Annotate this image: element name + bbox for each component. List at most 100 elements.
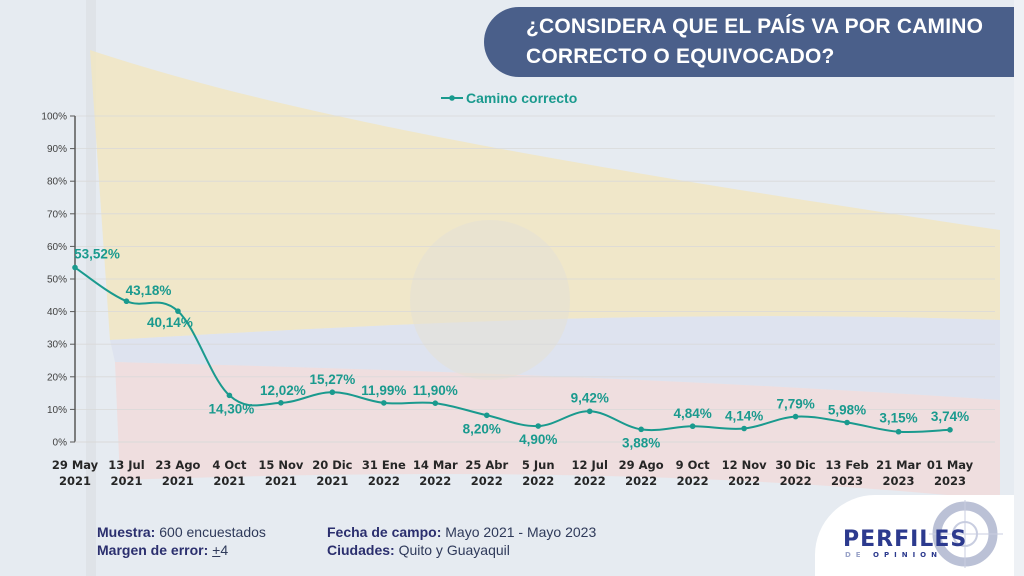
x-tick-label: 13 Feb <box>825 458 868 472</box>
data-label: 3,88% <box>622 435 660 450</box>
margen-sign: + <box>212 542 221 558</box>
x-tick-label: 25 Abr <box>465 458 508 472</box>
x-tick-label-year: 2023 <box>934 474 966 488</box>
data-label: 14,30% <box>209 401 255 416</box>
x-tick-label: 29 Ago <box>619 458 664 472</box>
muestra-label: Muestra: <box>97 524 156 540</box>
fecha-value: Mayo 2021 - Mayo 2023 <box>441 524 597 540</box>
data-point <box>123 298 130 305</box>
data-point <box>535 423 542 429</box>
x-tick-label: 4 Oct <box>212 458 247 472</box>
data-label: 3,15% <box>879 411 917 426</box>
data-point <box>329 389 336 396</box>
x-tick-label: 12 Jul <box>571 458 607 472</box>
x-tick-label: 15 Nov <box>258 458 304 472</box>
x-tick-label: 20 Dic <box>312 458 352 472</box>
chart-legend: Camino correcto <box>440 90 577 106</box>
data-point <box>278 400 284 406</box>
flag-red-stripe <box>115 362 1000 500</box>
x-tick-label-year: 2022 <box>471 474 503 488</box>
series-line-camino-correcto <box>74 266 951 434</box>
data-label: 40,14% <box>147 315 193 330</box>
y-tick-label: 0% <box>53 438 68 449</box>
y-tick-label: 50% <box>47 275 67 286</box>
x-tick-label-year: 2022 <box>574 474 606 488</box>
data-label: 53,52% <box>74 247 120 262</box>
data-point <box>72 264 78 271</box>
y-tick-label: 20% <box>47 372 67 383</box>
flag-yellow-stripe <box>90 50 1000 340</box>
data-label: 4,84% <box>674 406 712 421</box>
right-edge <box>1014 0 1024 576</box>
data-label: 11,90% <box>413 383 458 398</box>
data-point <box>586 408 593 415</box>
data-label: 11,99% <box>361 383 406 398</box>
data-label: 4,14% <box>725 409 763 424</box>
legend-label: Camino correcto <box>466 90 578 106</box>
x-tick-label: 31 Ene <box>362 458 406 472</box>
data-point <box>689 423 696 430</box>
ciudades-value: Quito y Guayaquil <box>394 542 510 558</box>
logo-subtitle: DE OPINION <box>845 551 942 559</box>
logo-sub-opinion: OPINION <box>873 551 942 559</box>
legend-line-marker-icon <box>441 95 463 101</box>
x-tick-label-year: 2023 <box>883 474 915 488</box>
data-point <box>844 419 850 426</box>
x-tick-label: 14 Mar <box>413 458 458 472</box>
flag-coat-of-arms <box>410 220 570 380</box>
x-tick-label: 29 May <box>52 458 99 472</box>
x-tick-label-year: 2022 <box>780 474 812 488</box>
x-tick-label: 23 Ago <box>155 458 200 472</box>
data-label: 4,90% <box>519 432 557 447</box>
x-tick-label-year: 2022 <box>419 474 451 488</box>
data-point <box>175 308 181 314</box>
margen-label: Margen de error: <box>97 542 209 558</box>
x-tick-label: 5 Jun <box>522 458 555 472</box>
x-tick-label-year: 2021 <box>316 474 348 488</box>
x-tick-label: 13 Jul <box>108 458 144 472</box>
footer-right: Fecha de campo: Mayo 2021 - Mayo 2023 Ci… <box>327 523 596 559</box>
logo-target-icon <box>929 500 1003 568</box>
ciudades-label: Ciudades: <box>327 542 395 558</box>
data-point <box>638 426 644 433</box>
footer-left: Muestra: 600 encuestados Margen de error… <box>97 523 266 559</box>
y-tick-label: 100% <box>41 112 67 123</box>
x-tick-label-year: 2022 <box>677 474 709 488</box>
data-point <box>226 392 233 399</box>
x-tick-label: 21 Mar <box>876 458 921 472</box>
data-label: 9,42% <box>571 390 609 405</box>
flagpole <box>86 0 96 576</box>
title-banner <box>484 7 1024 77</box>
flag-blue-stripe <box>110 316 1000 400</box>
logo-wordmark: PERFILES <box>843 527 968 552</box>
x-tick-label-year: 2021 <box>110 474 142 488</box>
data-label: 12,02% <box>260 383 306 398</box>
data-point <box>792 413 799 420</box>
data-label: 15,27% <box>309 372 355 387</box>
data-point <box>381 400 387 406</box>
muestra-value: 600 encuestados <box>155 524 266 540</box>
x-tick-label: 12 Nov <box>722 458 768 472</box>
y-tick-label: 40% <box>47 307 67 318</box>
x-tick-label: 9 Oct <box>676 458 711 472</box>
data-point <box>483 412 490 419</box>
data-label: 43,18% <box>126 283 172 298</box>
data-label: 8,20% <box>463 421 501 436</box>
margen-value: 4 <box>220 542 229 558</box>
x-tick-label-year: 2022 <box>368 474 400 488</box>
x-tick-label-year: 2022 <box>522 474 554 488</box>
page-title: ¿CONSIDERA QUE EL PAÍS VA POR CAMINO COR… <box>526 15 984 68</box>
data-point <box>432 400 439 407</box>
x-tick-label-year: 2022 <box>728 474 760 488</box>
x-tick-label: 01 May <box>927 458 974 472</box>
x-tick-label-year: 2021 <box>213 474 245 488</box>
y-tick-label: 90% <box>47 144 67 155</box>
y-tick-label: 80% <box>47 177 67 188</box>
x-tick-label-year: 2022 <box>625 474 657 488</box>
y-tick-label: 70% <box>47 209 67 220</box>
data-label: 3,74% <box>931 409 969 424</box>
line-chart: 0% 10% 20% 30% 40% 50% 60% 70% 80% 90% 100% 29 May… <box>41 112 995 488</box>
x-tick-label-year: 2023 <box>831 474 863 488</box>
data-point <box>741 425 747 432</box>
